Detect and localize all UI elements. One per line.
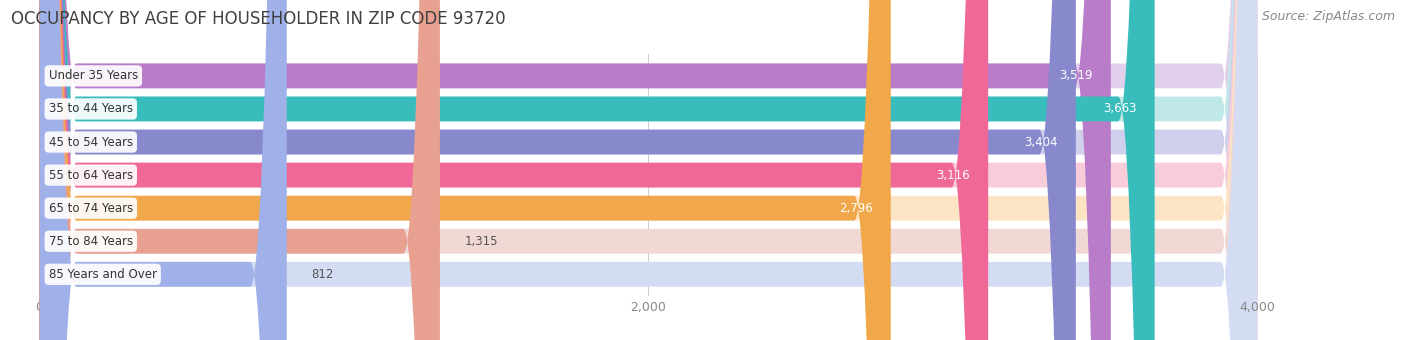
Text: 85 Years and Over: 85 Years and Over xyxy=(49,268,156,281)
FancyBboxPatch shape xyxy=(39,0,1076,340)
FancyBboxPatch shape xyxy=(39,0,1257,340)
Text: 45 to 54 Years: 45 to 54 Years xyxy=(49,136,132,149)
Text: 65 to 74 Years: 65 to 74 Years xyxy=(49,202,134,215)
FancyBboxPatch shape xyxy=(39,0,1257,340)
Text: 1,315: 1,315 xyxy=(464,235,498,248)
FancyBboxPatch shape xyxy=(39,0,1257,340)
FancyBboxPatch shape xyxy=(39,0,1111,340)
FancyBboxPatch shape xyxy=(39,0,1257,340)
FancyBboxPatch shape xyxy=(39,0,1257,340)
Text: 812: 812 xyxy=(311,268,333,281)
Text: OCCUPANCY BY AGE OF HOUSEHOLDER IN ZIP CODE 93720: OCCUPANCY BY AGE OF HOUSEHOLDER IN ZIP C… xyxy=(11,10,506,28)
FancyBboxPatch shape xyxy=(39,0,440,340)
FancyBboxPatch shape xyxy=(39,0,988,340)
Text: 2,796: 2,796 xyxy=(839,202,873,215)
Text: 35 to 44 Years: 35 to 44 Years xyxy=(49,102,132,116)
Text: 3,663: 3,663 xyxy=(1102,102,1136,116)
Text: 3,519: 3,519 xyxy=(1059,69,1092,82)
FancyBboxPatch shape xyxy=(39,0,1154,340)
Text: Under 35 Years: Under 35 Years xyxy=(49,69,138,82)
Text: Source: ZipAtlas.com: Source: ZipAtlas.com xyxy=(1261,10,1395,23)
FancyBboxPatch shape xyxy=(39,0,891,340)
Text: 3,404: 3,404 xyxy=(1024,136,1057,149)
Text: 3,116: 3,116 xyxy=(936,169,970,182)
Text: 75 to 84 Years: 75 to 84 Years xyxy=(49,235,132,248)
FancyBboxPatch shape xyxy=(39,0,287,340)
FancyBboxPatch shape xyxy=(39,0,1257,340)
FancyBboxPatch shape xyxy=(39,0,1257,340)
Text: 55 to 64 Years: 55 to 64 Years xyxy=(49,169,132,182)
